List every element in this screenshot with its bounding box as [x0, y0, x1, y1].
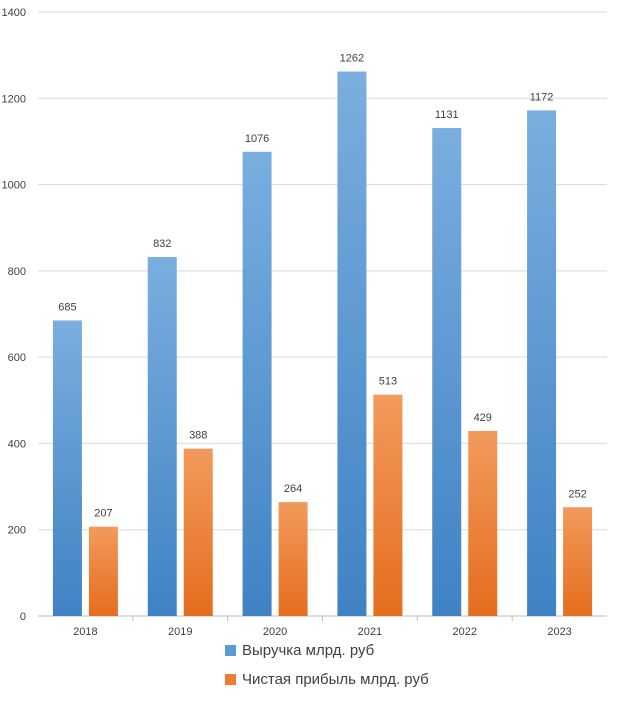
- y-tick-label: 400: [8, 438, 26, 450]
- legend-label: Чистая прибыль млрд. руб: [242, 671, 429, 688]
- x-tick-label: 2022: [453, 626, 477, 638]
- data-label: 207: [94, 508, 112, 520]
- data-label: 429: [474, 412, 492, 424]
- x-tick-label: 2019: [168, 626, 192, 638]
- bar-revenue: [432, 128, 462, 616]
- bar-net-profit: [468, 430, 498, 616]
- bar-net-profit: [563, 507, 593, 616]
- bar-revenue: [337, 71, 367, 617]
- data-label: 1172: [530, 91, 554, 103]
- axes: 0 200 400 600 800 1000 1200 1400 2018 2019 2020 202…: [2, 7, 607, 638]
- y-tick-label: 1200: [2, 93, 26, 105]
- x-tick-label: 2020: [263, 626, 287, 638]
- bar-revenue: [527, 110, 557, 616]
- y-tick-label: 800: [8, 266, 26, 278]
- legend-swatch: [225, 674, 236, 685]
- bars: [52, 71, 593, 617]
- bar-net-profit: [278, 502, 308, 616]
- data-label: 685: [58, 301, 76, 313]
- bar-revenue: [52, 320, 82, 616]
- legend-swatch: [225, 645, 236, 656]
- bar-revenue: [147, 257, 177, 616]
- legend: Выручка млрд. руб Чистая прибыль млрд. ру…: [225, 642, 429, 688]
- x-tick-label: 2023: [547, 626, 571, 638]
- gridlines: [38, 11, 607, 531]
- bar-net-profit: [88, 526, 118, 616]
- x-tick-label: 2021: [358, 626, 382, 638]
- y-tick-label: 200: [8, 525, 26, 537]
- y-tick-label: 600: [8, 352, 26, 364]
- data-label: 264: [284, 483, 302, 495]
- bar-net-profit: [373, 394, 403, 616]
- data-label: 1076: [245, 133, 269, 145]
- bar-net-profit: [183, 448, 213, 616]
- data-label: 1131: [435, 109, 459, 121]
- y-tick-label: 1000: [2, 180, 26, 192]
- data-label: 1262: [340, 53, 364, 65]
- legend-label: Выручка млрд. руб: [242, 642, 374, 659]
- data-label: 832: [153, 238, 171, 250]
- data-label: 388: [189, 430, 207, 442]
- y-tick-label: 1400: [2, 7, 26, 19]
- y-tick-label: 0: [20, 611, 26, 623]
- data-label: 513: [379, 376, 397, 388]
- bar-revenue: [242, 151, 272, 617]
- data-labels: 685 207 832 388 1076 264 1262 513 1131 429 1172 252: [58, 53, 587, 520]
- x-tick-label: 2018: [73, 626, 97, 638]
- data-label: 252: [568, 488, 586, 500]
